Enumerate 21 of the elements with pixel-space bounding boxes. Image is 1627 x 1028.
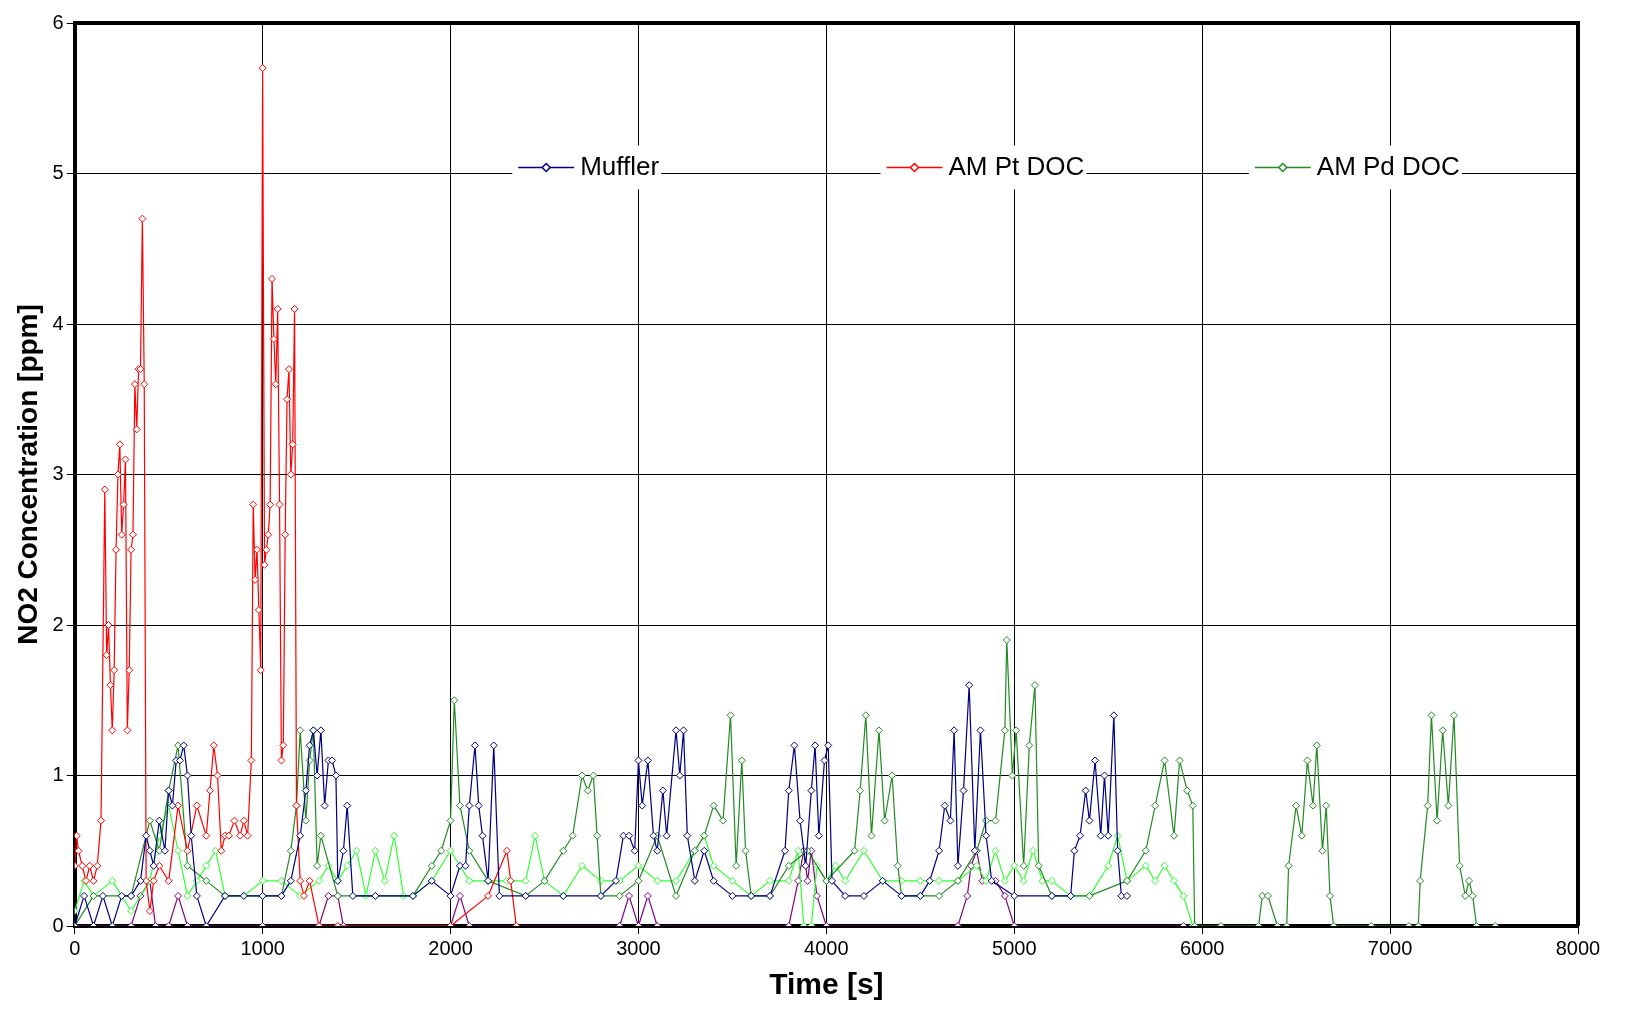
y-tick-label: 5 xyxy=(52,161,64,184)
x-tick-label: 4000 xyxy=(804,936,849,959)
x-tick-label: 5000 xyxy=(992,936,1037,959)
y-tick-label: 3 xyxy=(52,462,64,485)
x-tick-label: 3000 xyxy=(616,936,661,959)
y-tick-label: 2 xyxy=(52,612,64,635)
x-tick-label: 1000 xyxy=(240,936,285,959)
legend-label: AM Pt DOC xyxy=(948,150,1085,181)
y-tick-label: 1 xyxy=(52,763,64,786)
y-tick-label: 0 xyxy=(52,913,64,936)
x-axis-title: Time [s] xyxy=(769,967,884,1001)
legend-label: AM Pd DOC xyxy=(1316,150,1460,181)
legend-label: Muffler xyxy=(580,150,660,181)
y-tick-label: 6 xyxy=(52,10,64,33)
x-tick-label: 7000 xyxy=(1367,936,1413,959)
y-tick-label: 4 xyxy=(52,311,64,334)
x-tick-label: 6000 xyxy=(1179,936,1225,959)
x-tick-label: 8000 xyxy=(1555,936,1601,959)
x-tick-label: 0 xyxy=(69,936,81,959)
y-axis-title: NO2 Concentration [ppm] xyxy=(11,304,43,645)
x-tick-label: 2000 xyxy=(428,936,473,959)
